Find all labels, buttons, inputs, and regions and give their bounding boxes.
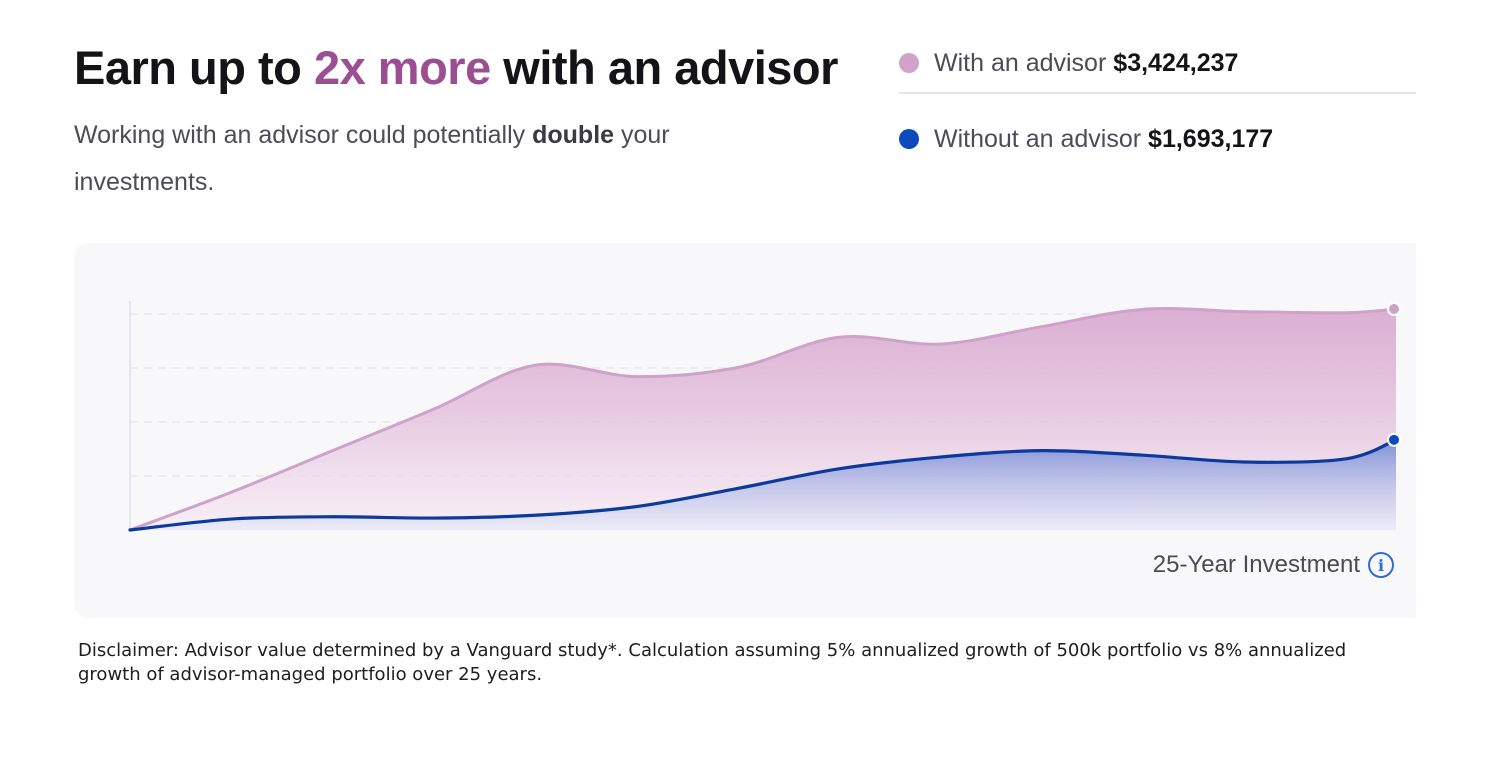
- page-subtitle: Working with an advisor could potentiall…: [74, 112, 774, 206]
- page-title: Earn up to 2x more with an advisor: [74, 40, 838, 95]
- chart-card: 25-Year Investment i: [74, 243, 1416, 618]
- series-line-with-advisor: [128, 307, 1398, 532]
- disclaimer-text: Disclaimer: Advisor value determined by …: [78, 640, 1347, 685]
- chart-legend: With an advisor $3,424,237 Without an ad…: [899, 40, 1416, 162]
- legend-item-without-advisor: Without an advisor $1,693,177: [899, 116, 1416, 162]
- x-axis-label: 25-Year Investment: [1152, 551, 1360, 578]
- legend-divider: [899, 92, 1416, 94]
- title-prefix: Earn up to: [74, 41, 314, 94]
- legend-label-with-advisor: With an advisor: [934, 48, 1107, 77]
- legend-dot-with-advisor: [899, 53, 919, 73]
- legend-item-with-advisor: With an advisor $3,424,237: [899, 40, 1416, 86]
- chart-caption: 25-Year Investment i: [1153, 551, 1394, 579]
- legend-dot-without-advisor: [899, 129, 919, 149]
- area-chart: [128, 301, 1401, 532]
- series-line-without-advisor: [128, 438, 1398, 532]
- legend-value-with-advisor: $3,424,237: [1113, 48, 1239, 77]
- title-suffix: with an advisor: [490, 41, 838, 94]
- subtitle-bold: double: [532, 121, 615, 149]
- info-icon[interactable]: i: [1368, 552, 1394, 578]
- series-end-point-without-advisor: [1387, 432, 1401, 447]
- series-end-point-with-advisor: [1387, 302, 1401, 316]
- subtitle-suffix: your investments.: [74, 121, 670, 196]
- legend-value-without-advisor: $1,693,177: [1148, 124, 1274, 153]
- legend-label-without-advisor: Without an advisor: [934, 124, 1142, 153]
- subtitle-prefix: Working with an advisor could potentiall…: [74, 121, 533, 149]
- title-accent: 2x more: [313, 41, 491, 94]
